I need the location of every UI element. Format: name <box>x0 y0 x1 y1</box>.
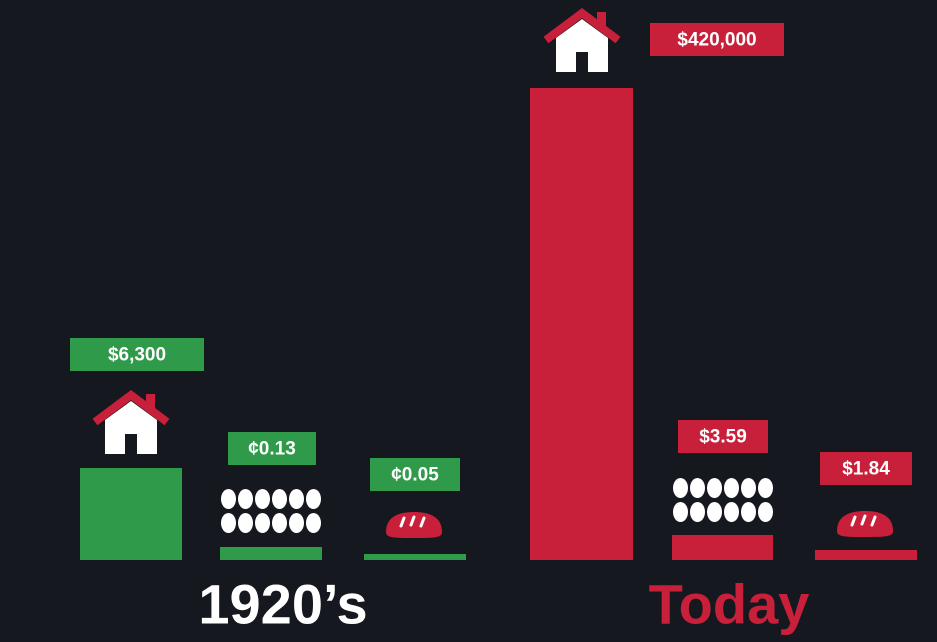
price-label: ¢0.13 <box>248 439 296 460</box>
price-box <box>678 420 768 453</box>
price-box <box>70 338 204 371</box>
eggs-bar <box>220 547 322 560</box>
price-label: $6,300 <box>108 345 166 366</box>
bread-icon <box>835 509 895 539</box>
price-label: $420,000 <box>677 30 756 51</box>
bread-icon <box>384 510 444 540</box>
era-label: Today <box>649 573 810 636</box>
house-bar <box>80 468 182 560</box>
era-label: 1920’s <box>198 573 367 636</box>
price-box <box>370 458 460 491</box>
house-bar <box>530 88 633 560</box>
price-label: ¢0.05 <box>391 465 439 486</box>
house-icon <box>95 394 167 454</box>
eggs-icon <box>221 489 321 533</box>
price-box <box>228 432 316 465</box>
bread-bar <box>815 550 917 560</box>
house-icon <box>546 12 618 72</box>
bread-bar <box>364 554 466 560</box>
price-box <box>820 452 912 485</box>
price-label: $1.84 <box>842 459 890 480</box>
price-box <box>650 23 784 56</box>
price-label: $3.59 <box>699 427 747 448</box>
eggs-bar <box>672 535 773 560</box>
eggs-icon <box>673 478 773 522</box>
